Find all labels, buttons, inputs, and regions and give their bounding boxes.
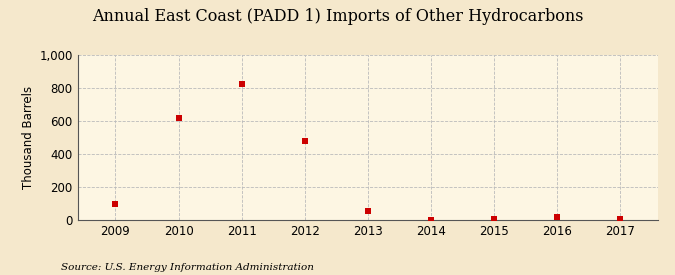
Point (110, 202, 121, 207)
Y-axis label: Thousand Barrels: Thousand Barrels (22, 86, 35, 189)
Text: Source: U.S. Energy Information Administration: Source: U.S. Energy Information Administ… (61, 263, 314, 272)
Point (173, 116, 184, 120)
Point (425, 218, 436, 222)
Point (615, 217, 626, 221)
Text: Annual East Coast (PADD 1) Imports of Other Hydrocarbons: Annual East Coast (PADD 1) Imports of Ot… (92, 8, 583, 25)
Point (236, 82, 247, 86)
Point (489, 216, 500, 221)
Point (300, 139, 310, 143)
Point (551, 215, 562, 219)
Point (362, 209, 373, 213)
